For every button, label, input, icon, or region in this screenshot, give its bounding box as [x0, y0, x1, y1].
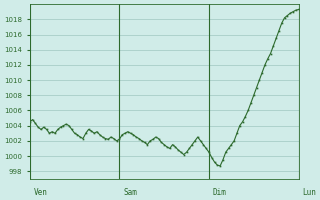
Text: Dim: Dim	[213, 188, 227, 197]
Text: Lun: Lun	[302, 188, 316, 197]
Text: Ven: Ven	[34, 188, 47, 197]
Text: Sam: Sam	[123, 188, 137, 197]
